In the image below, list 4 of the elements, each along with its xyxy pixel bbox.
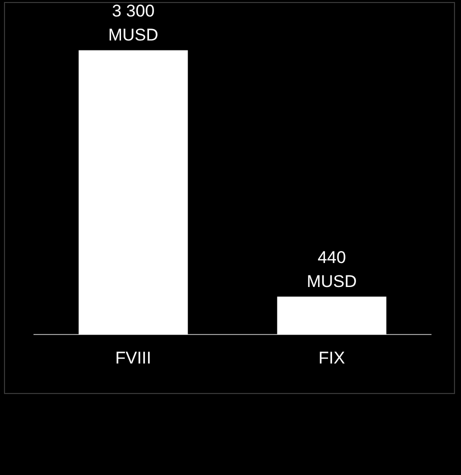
x-tick-label: FVIII — [115, 348, 152, 368]
data-label: 3 300 MUSD — [108, 1, 158, 44]
data-label: 440 MUSD — [306, 248, 357, 291]
x-tick-label: FIX — [318, 348, 345, 368]
